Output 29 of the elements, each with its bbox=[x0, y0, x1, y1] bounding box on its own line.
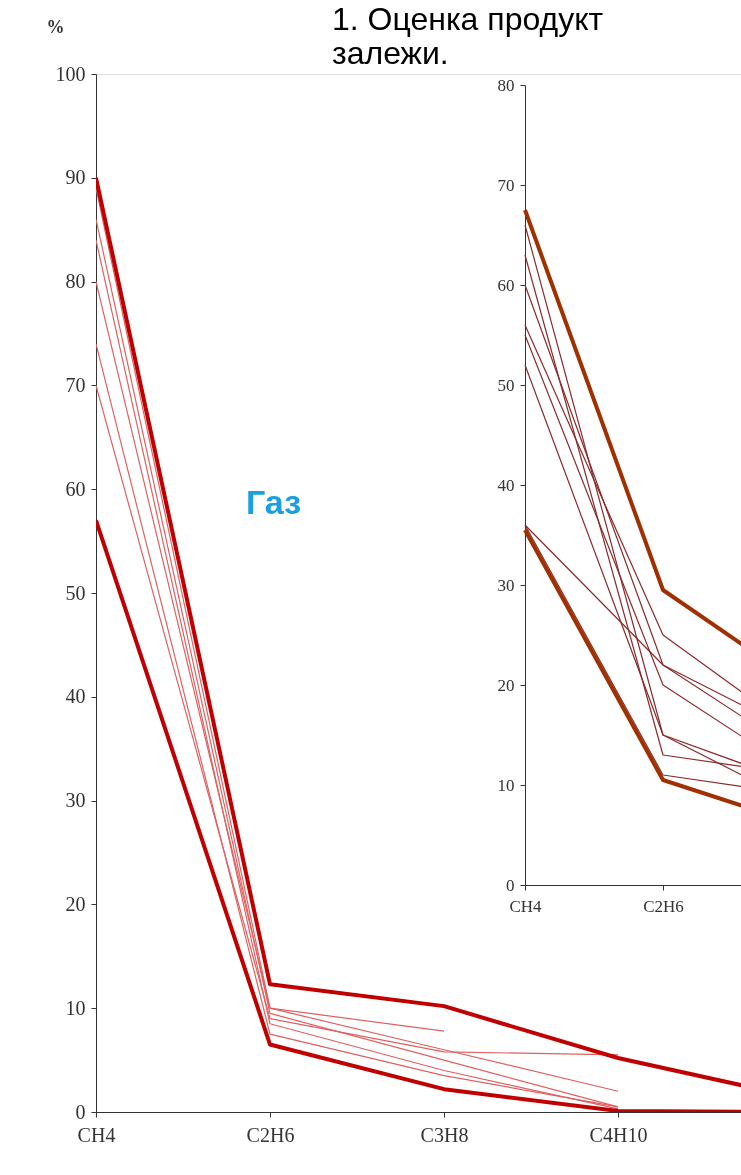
x-tick-label: C2H6 bbox=[643, 896, 684, 916]
y-tick-label: 70 bbox=[497, 175, 515, 195]
y-tick-label: 0 bbox=[75, 1100, 86, 1123]
x-tick-label: CH4 bbox=[77, 1123, 116, 1146]
y-tick-label: 20 bbox=[65, 892, 86, 915]
y-tick-label: 40 bbox=[65, 685, 86, 708]
y-axis-title: % bbox=[46, 16, 65, 37]
y-tick-label: 30 bbox=[497, 575, 515, 595]
annotation: Газ bbox=[246, 483, 302, 521]
y-tick-label: 60 bbox=[65, 477, 86, 500]
x-tick-label: C4H10 bbox=[589, 1123, 648, 1146]
y-tick-label: 10 bbox=[497, 775, 515, 795]
y-tick-label: 20 bbox=[497, 675, 515, 695]
y-tick-label: 0 bbox=[506, 875, 515, 895]
x-tick-label: C2H6 bbox=[246, 1123, 295, 1146]
y-tick-label: 40 bbox=[497, 475, 515, 495]
y-tick-label: 10 bbox=[65, 996, 86, 1019]
y-tick-label: 100 bbox=[55, 62, 86, 85]
y-tick-label: 70 bbox=[65, 373, 86, 396]
text: 1. Оценка продукт bbox=[332, 1, 604, 37]
y-tick-label: 80 bbox=[65, 270, 86, 293]
y-tick-label: 60 bbox=[497, 275, 515, 295]
x-tick-label: CH4 bbox=[509, 896, 543, 916]
x-tick-label: C3H8 bbox=[420, 1123, 469, 1146]
y-tick-label: 90 bbox=[65, 166, 86, 189]
y-tick-label: 80 bbox=[497, 75, 515, 95]
y-tick-label: 50 bbox=[65, 581, 86, 604]
y-tick-label: 30 bbox=[65, 789, 86, 812]
y-tick-label: 50 bbox=[497, 375, 515, 395]
